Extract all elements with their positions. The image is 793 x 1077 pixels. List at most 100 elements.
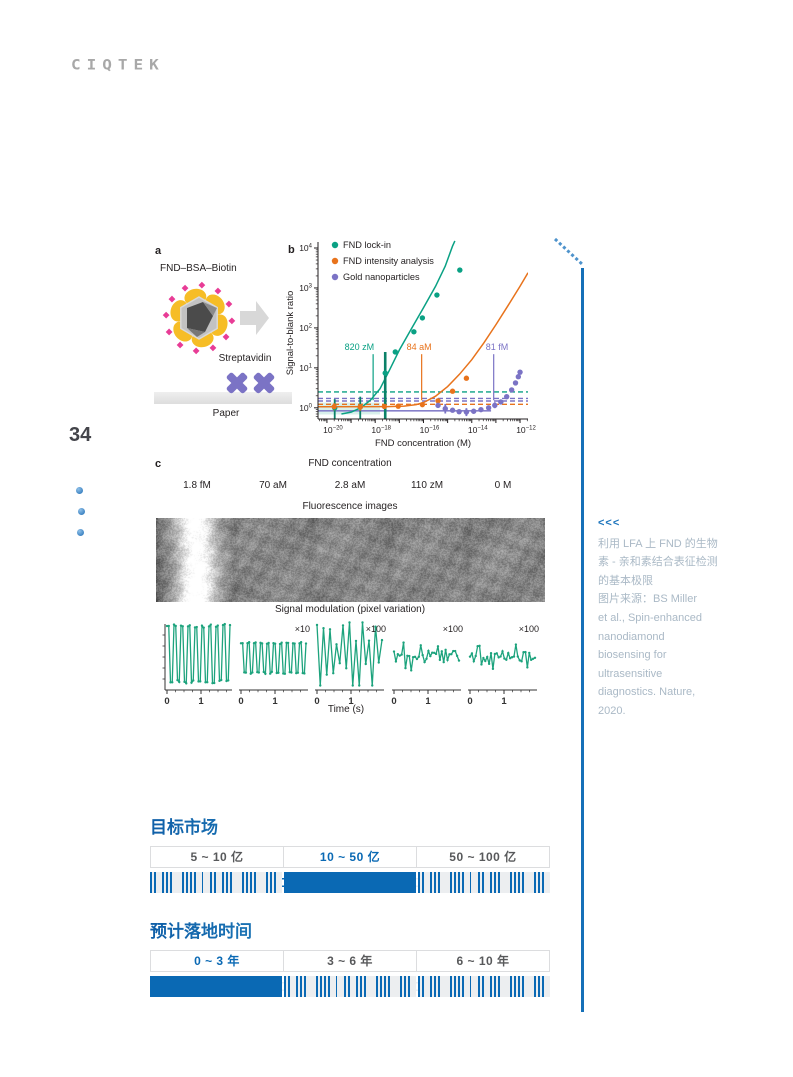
note-line: ultrasensitive — [598, 667, 663, 680]
note-line: et al., Spin-enhanced — [598, 611, 702, 624]
fluorescence-image-strip — [156, 518, 545, 602]
svg-text:FND concentration (M): FND concentration (M) — [375, 438, 471, 449]
timeline-option-0-3: 0 ~ 3 年 — [194, 954, 240, 968]
svg-text:1: 1 — [501, 696, 507, 707]
market-option-50-100: 50 ~ 100 亿 — [416, 847, 549, 867]
svg-text:FND intensity analysis: FND intensity analysis — [343, 256, 434, 266]
svg-text:0: 0 — [391, 696, 396, 707]
timeline-option-bars — [150, 976, 550, 997]
figure-panel-a: a FND–BSA–Biotin Streptavidin Paper — [154, 245, 292, 419]
svg-text:×100: ×100 — [366, 624, 386, 634]
market-option-headers: 5 ~ 10 亿 10 ~ 50 亿 50 ~ 100 亿 — [150, 846, 550, 868]
signal-modulation-title: Signal modulation (pixel variation) — [274, 604, 426, 615]
fnd-bsa-biotin-label: FND–BSA–Biotin — [160, 263, 237, 274]
selected-bar — [282, 872, 416, 893]
svg-text:104: 104 — [299, 243, 312, 253]
streptavidin-label: Streptavidin — [219, 353, 272, 364]
svg-text:84 aM: 84 aM — [407, 342, 432, 352]
panel-c-letter: c — [155, 458, 162, 470]
note-line: 素 - 亲和素结合表征检测 — [598, 556, 718, 569]
modulation-plot: 0 1 ×100 — [467, 624, 539, 707]
signal-to-blank-chart: 820 zM 84 aM 81 fM 10−20 10−18 10−16 10−14 10−1… — [283, 236, 545, 460]
note-line: 的基本极限 — [598, 574, 653, 587]
svg-text:81 fM: 81 fM — [486, 342, 509, 352]
svg-text:×100: ×100 — [519, 624, 539, 634]
margin-dot-icon — [77, 529, 84, 536]
svg-text:10−20: 10−20 — [323, 425, 343, 435]
target-market-title: 目标市场 — [150, 813, 550, 838]
timeline-option-headers: 0 ~ 3 年 3 ~ 6 年 6 ~ 10 年 — [150, 950, 550, 972]
svg-text:10−16: 10−16 — [420, 425, 440, 435]
svg-text:1: 1 — [348, 696, 354, 707]
target-market-section: 目标市场 5 ~ 10 亿 10 ~ 50 亿 50 ~ 100 亿 — [150, 813, 550, 893]
barcode-bar — [416, 976, 550, 997]
paper-label: Paper — [213, 408, 240, 419]
market-option-5-10: 5 ~ 10 亿 — [190, 850, 244, 864]
note-line: 2020. — [598, 704, 626, 717]
svg-text:0: 0 — [314, 696, 319, 707]
svg-text:101: 101 — [299, 363, 312, 373]
svg-text:100: 100 — [299, 403, 312, 413]
barcode-bar — [416, 872, 550, 893]
svg-text:103: 103 — [299, 283, 312, 293]
timeline-option-6-10: 6 ~ 10 年 — [416, 951, 549, 971]
fnd-cluster-illustration — [162, 281, 236, 355]
modulation-plot: 0 1 ×100 — [314, 621, 386, 707]
svg-text:Signal-to-blank ratio: Signal-to-blank ratio — [285, 291, 296, 376]
diagonal-dash-decoration — [553, 237, 584, 266]
svg-text:0: 0 — [238, 696, 243, 707]
note-line: 利用 LFA 上 FND 的生物 — [598, 537, 718, 550]
note-line: biosensing for — [598, 649, 667, 662]
time-axis-label: Time (s) — [327, 704, 365, 715]
fnd-concentration-title: FND concentration — [308, 458, 392, 469]
svg-text:102: 102 — [299, 323, 312, 333]
svg-text:820 zM: 820 zM — [345, 342, 375, 352]
chevrons-left-icon: <<< — [598, 517, 621, 529]
svg-text:1: 1 — [425, 696, 431, 707]
note-line: 图片来源：BS Miller — [598, 593, 698, 606]
landing-time-title: 预计落地时间 — [150, 917, 550, 942]
arrow-right-icon — [240, 301, 269, 335]
note-line: nanodiamond — [598, 630, 665, 643]
fluorescence-images-title: Fluorescence images — [302, 501, 398, 512]
svg-text:1: 1 — [272, 696, 278, 707]
landing-time-section: 预计落地时间 0 ~ 3 年 3 ~ 6 年 6 ~ 10 年 — [150, 917, 550, 997]
svg-text:×100: ×100 — [443, 624, 463, 634]
market-option-10-50: 10 ~ 50 亿 — [283, 847, 416, 867]
svg-text:10−14: 10−14 — [468, 425, 488, 435]
svg-text:b: b — [288, 244, 295, 256]
note-line: diagnostics. Nature, — [598, 686, 696, 699]
concentration-label: 0 M — [494, 480, 512, 491]
timeline-option-3-6: 3 ~ 6 年 — [283, 951, 416, 971]
margin-dot-icon — [78, 508, 85, 515]
concentration-label: 2.8 aM — [334, 480, 366, 491]
streptavidin-cross-icon — [226, 372, 248, 394]
svg-text:0: 0 — [164, 696, 169, 707]
ciqtek-logo: CIQTEK — [71, 56, 165, 73]
margin-dot-icon — [76, 487, 83, 494]
concentration-label: 70 aM — [259, 480, 287, 491]
streptavidin-cross-icon — [253, 372, 275, 394]
svg-text:1: 1 — [198, 696, 204, 707]
selected-bar — [150, 976, 282, 997]
modulation-plot: 0 1 ×10 — [238, 624, 310, 707]
panel-a-letter: a — [155, 245, 162, 257]
figure-caption-note: <<< 利用 LFA 上 FND 的生物 素 - 亲和素结合表征检测 的基本极限… — [598, 514, 720, 721]
page-number: 34 — [69, 424, 92, 446]
concentration-label: 110 zM — [410, 480, 444, 491]
modulation-plot: 0 1 ×100 — [391, 624, 463, 707]
svg-text:10−18: 10−18 — [371, 425, 391, 435]
svg-text:10−12: 10−12 — [516, 425, 536, 435]
svg-text:×10: ×10 — [295, 624, 310, 634]
barcode-bar — [282, 976, 416, 997]
svg-text:0: 0 — [467, 696, 472, 707]
concentration-label: 1.8 fM — [183, 480, 211, 491]
market-option-bars — [150, 872, 550, 893]
svg-text:FND lock-in: FND lock-in — [343, 240, 391, 250]
vertical-divider-line — [581, 268, 584, 1012]
barcode-bar — [150, 872, 282, 893]
svg-text:Gold nanoparticles: Gold nanoparticles — [343, 272, 420, 282]
paper-strip — [154, 392, 292, 404]
